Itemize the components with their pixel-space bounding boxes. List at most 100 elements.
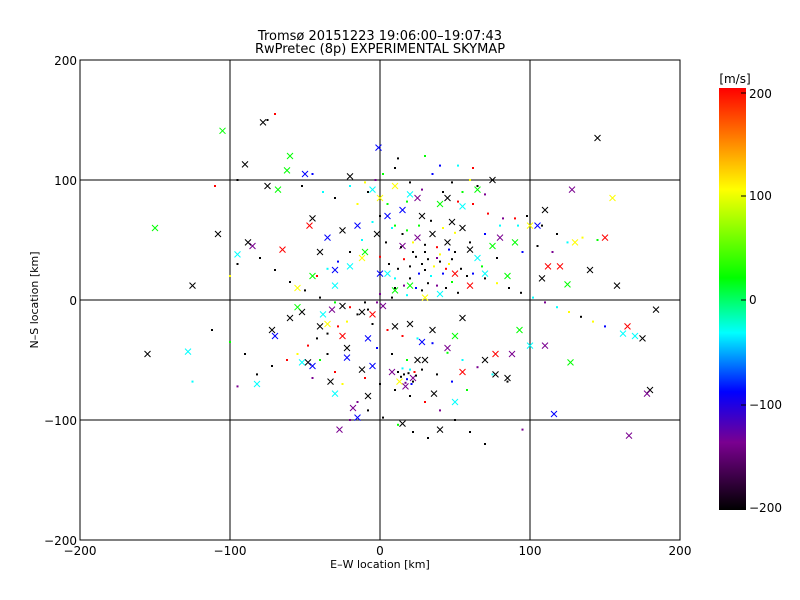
data-point-dot — [236, 385, 239, 388]
data-point-dot — [526, 215, 528, 217]
data-point-x — [343, 344, 351, 352]
data-point-dot — [427, 437, 429, 439]
data-point-x — [538, 275, 546, 282]
data-point-dot — [487, 212, 489, 215]
data-point-dot — [461, 191, 464, 193]
data-point-dot — [469, 241, 471, 244]
data-point-x — [631, 332, 639, 340]
data-point-x — [241, 161, 249, 168]
colorbar-tick-label: 100 — [749, 189, 772, 203]
data-point-x — [474, 254, 481, 262]
data-point-x — [144, 350, 151, 358]
data-point-x — [489, 242, 496, 250]
data-point-dot — [436, 373, 438, 376]
data-point-dot — [376, 347, 378, 349]
data-point-x — [421, 294, 429, 301]
data-point-dot — [403, 373, 405, 376]
data-point-dot — [460, 267, 462, 270]
data-point-dot — [326, 267, 329, 270]
data-point-dot — [256, 373, 258, 376]
data-point-dot — [401, 233, 404, 235]
data-point-dot — [394, 389, 396, 391]
data-point-x — [429, 230, 436, 238]
data-point-x — [444, 239, 451, 246]
data-point-dot — [544, 301, 546, 304]
data-point-x — [459, 224, 466, 232]
data-point-x — [451, 398, 459, 406]
x-tick-labels: −200 −100 0 100 200 — [64, 544, 692, 558]
data-point-x — [301, 170, 309, 178]
data-point-dot — [412, 431, 414, 433]
data-point-dot — [406, 378, 408, 381]
data-point-dot — [371, 221, 374, 223]
data-point-dot — [506, 380, 509, 383]
data-point-dot — [416, 337, 419, 340]
data-point-dot — [301, 185, 303, 187]
data-point-x — [316, 248, 324, 256]
data-point-dot — [191, 380, 194, 383]
data-point-dot — [415, 287, 417, 289]
data-point-x — [496, 234, 504, 241]
data-point-dot — [346, 320, 348, 323]
data-point-dot — [286, 359, 288, 361]
data-point-x — [436, 290, 444, 298]
data-point-dot — [454, 419, 456, 421]
data-point-x — [541, 206, 549, 214]
data-point-dot — [581, 236, 584, 239]
data-point-dot — [271, 365, 273, 367]
data-point-dot — [439, 260, 441, 263]
data-point-dot — [466, 389, 468, 391]
data-point-dot — [520, 291, 522, 294]
data-point-x — [474, 186, 481, 193]
data-point-dot — [451, 258, 453, 261]
data-point-dot — [367, 191, 369, 193]
data-point-x — [601, 234, 609, 241]
data-point-dot — [382, 173, 384, 175]
data-point-x — [324, 320, 331, 328]
y-tick-label: 200 — [54, 54, 77, 68]
data-point-x — [214, 230, 222, 238]
data-point-dot — [307, 344, 309, 347]
data-point-dot — [415, 255, 417, 258]
x-tick-label: −100 — [214, 544, 247, 558]
data-point-dot — [514, 217, 516, 220]
data-point-x — [444, 344, 451, 352]
data-point-dot — [421, 368, 423, 371]
data-point-dot — [484, 193, 486, 196]
data-point-dot — [379, 383, 381, 385]
data-point-x — [625, 432, 633, 439]
data-point-dot — [430, 275, 432, 277]
data-point-dot — [418, 224, 420, 227]
data-point-x — [264, 182, 271, 190]
data-point-x — [253, 380, 261, 388]
data-point-dot — [469, 431, 471, 433]
data-point-dot — [403, 284, 405, 287]
data-point-x — [492, 371, 499, 378]
colorbar-tick-label: −100 — [749, 398, 782, 412]
data-point-dot — [476, 366, 479, 369]
data-point-dot — [436, 257, 438, 259]
data-point-dot — [376, 301, 378, 304]
data-point-dot — [409, 181, 411, 184]
data-point-dot — [349, 306, 351, 309]
data-point-dot — [541, 224, 543, 227]
data-point-dot — [409, 368, 411, 371]
data-point-x — [268, 326, 276, 334]
data-point-x — [481, 270, 489, 277]
data-point-x — [369, 186, 376, 193]
data-point-x — [369, 362, 376, 370]
data-point-x — [294, 303, 301, 311]
data-point-dot — [356, 401, 359, 403]
x-tick-label: 100 — [519, 544, 542, 558]
data-point-x — [567, 359, 574, 366]
data-point-dot — [367, 409, 369, 412]
data-point-x — [652, 306, 660, 313]
data-point-dot — [337, 325, 339, 328]
data-point-dot — [521, 428, 524, 431]
data-point-x — [189, 282, 196, 289]
data-point-dot — [211, 329, 213, 331]
data-point-x — [151, 224, 159, 232]
data-point-dot — [412, 251, 414, 253]
data-point-dot — [421, 188, 423, 191]
data-point-x — [306, 222, 313, 229]
